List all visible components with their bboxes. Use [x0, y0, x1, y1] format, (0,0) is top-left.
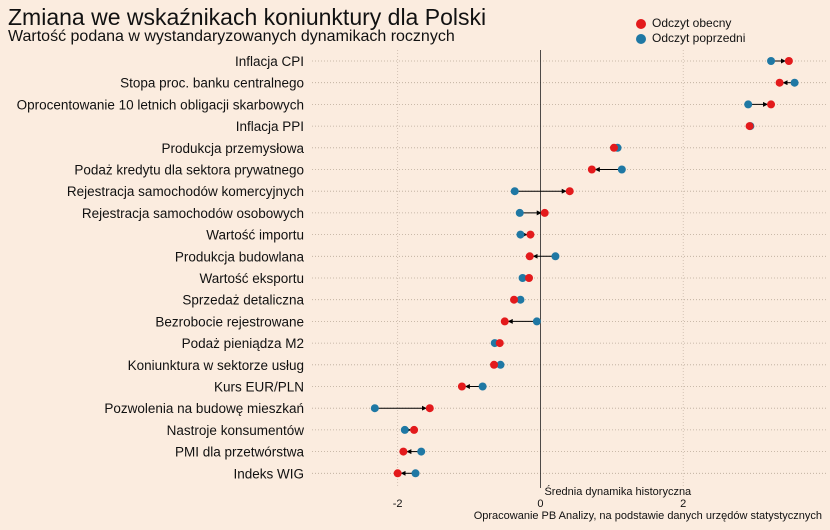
current-value-dot [745, 122, 754, 131]
previous-value-dot [767, 57, 776, 65]
category-label: Rejestracja samochodów osobowych [82, 206, 304, 221]
previous-value-dot [370, 404, 379, 413]
category-label: Produkcja przemysłowa [161, 141, 304, 156]
current-value-dot [399, 447, 408, 456]
chart-title: Zmiana we wskaźnikach koniunktury dla Po… [8, 4, 487, 30]
previous-value-dot [551, 252, 560, 261]
category-label: Inflacja CPI [235, 54, 304, 69]
previous-value-dot [417, 447, 426, 456]
legend-current-label: Odczyt obecny [652, 16, 732, 30]
previous-value-dot [790, 78, 799, 87]
legend-item-previous: Odczyt poprzedni [636, 31, 745, 46]
current-value-dot [457, 382, 466, 391]
previous-value-dot [617, 165, 626, 174]
previous-value-dot [532, 317, 541, 326]
category-label: Indeks WIG [233, 466, 304, 481]
category-label: Nastroje konsumentów [167, 423, 305, 438]
current-value-dot [425, 404, 434, 413]
zero-line-label: Średnia dynamika historyczna [544, 485, 692, 498]
current-value-dot [525, 252, 534, 261]
legend: Odczyt obecny Odczyt poprzedni [636, 16, 745, 46]
category-label: Koniunktura w sektorze usług [128, 358, 304, 373]
category-label: Stopa proc. banku centralnego [120, 76, 304, 91]
previous-value-dot [496, 360, 505, 369]
current-value-dot [565, 187, 574, 196]
current-value-dot [525, 274, 534, 282]
category-label: Oprocentowanie 10 letnich obligacji skar… [17, 97, 304, 112]
previous-value-dot [518, 274, 527, 282]
category-label: PMI dla przetwórstwa [175, 445, 305, 460]
current-value-dot [393, 469, 402, 478]
current-value-dot [587, 165, 596, 174]
legend-previous-label: Odczyt poprzedni [652, 31, 746, 45]
x-tick-label: 2 [680, 498, 686, 510]
current-value-dot [495, 339, 504, 348]
current-value-dot [510, 295, 519, 304]
source-note: Opracowanie PB Analizy, na podstawie dan… [474, 510, 822, 522]
category-label: Pozwolenia na budowę mieszkań [104, 401, 304, 416]
category-label: Rejestracja samochodów komercyjnych [67, 184, 304, 199]
current-value-dot [775, 78, 784, 87]
category-label: Inflacja PPI [236, 119, 304, 134]
category-label: Wartość importu [206, 228, 304, 243]
current-value-dot [784, 57, 793, 65]
chart-subtitle: Wartość podana w wystandaryzowanych dyna… [8, 28, 455, 45]
previous-value-dot [516, 295, 525, 304]
legend-item-current: Odczyt obecny [636, 16, 745, 31]
current-value-dot [410, 425, 419, 434]
current-value-dot [526, 230, 535, 239]
previous-value-dot [515, 208, 524, 217]
category-label: Sprzedaż detaliczna [182, 293, 304, 308]
previous-value-dot [478, 382, 487, 391]
current-value-dot [767, 100, 776, 109]
category-label: Produkcja budowlana [175, 249, 305, 264]
previous-value-dot [516, 230, 525, 239]
x-tick-label: -2 [393, 498, 403, 510]
current-value-dot [540, 208, 549, 217]
previous-value-dot [744, 100, 753, 109]
category-label: Podaż kredytu dla sektora prywatnego [74, 163, 304, 178]
category-label: Podaż pieniądza M2 [182, 336, 304, 351]
previous-value-dot [400, 425, 409, 434]
category-label: Kurs EUR/PLN [214, 380, 304, 395]
previous-value-dot [510, 187, 519, 196]
current-value-dot [609, 143, 618, 152]
current-value-dot [500, 317, 509, 326]
legend-current-dot [636, 18, 646, 29]
x-tick-label: 0 [537, 498, 543, 510]
previous-value-dot [411, 469, 420, 478]
legend-previous-dot [636, 33, 646, 44]
current-value-dot [490, 360, 499, 369]
category-label: Bezrobocie rejestrowane [155, 314, 304, 329]
category-label: Wartość eksportu [199, 271, 304, 286]
